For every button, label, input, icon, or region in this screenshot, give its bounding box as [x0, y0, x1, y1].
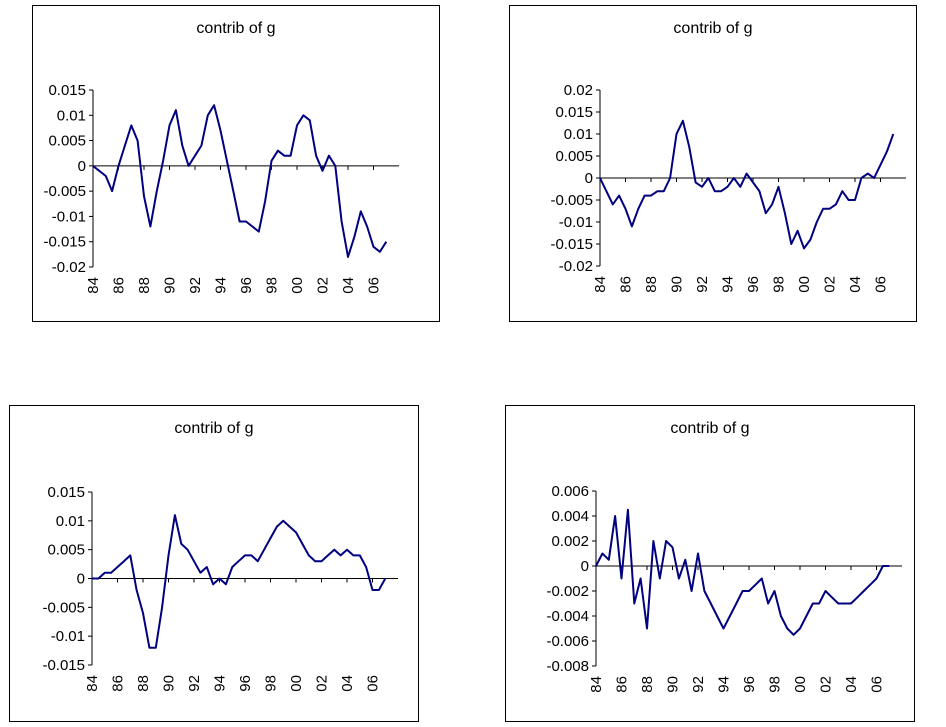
- chart-panel-1: contrib of g 0.015 0.01 0.005 0 -0.005 -0.01 -…: [32, 5, 440, 322]
- x-tick-label: 88: [135, 675, 152, 692]
- y-tick-label: -0.002: [546, 583, 589, 600]
- y-tick-label: -0.01: [559, 214, 593, 231]
- y-tick-label: -0.015: [43, 234, 86, 251]
- x-tick-label: 98: [767, 676, 784, 693]
- x-tick-label: 00: [288, 675, 305, 692]
- chart-title: contrib of g: [673, 20, 753, 37]
- x-tick-label: 92: [186, 675, 203, 692]
- y-tick-label: -0.015: [550, 236, 593, 253]
- x-tick-label: 02: [818, 676, 835, 693]
- x-tick-label: 86: [618, 276, 635, 293]
- y-tick-label: 0.015: [47, 484, 85, 501]
- x-tick-label: 86: [110, 675, 127, 692]
- y-tick-label: 0.006: [551, 483, 589, 500]
- y-tick-label: 0.005: [555, 148, 593, 165]
- series-line: [595, 508, 890, 636]
- y-tick-label: 0.015: [555, 104, 593, 121]
- x-tick-label: 96: [745, 276, 762, 293]
- x-tick-label: 02: [822, 276, 839, 293]
- y-tick-label: 0: [77, 571, 85, 588]
- x-tick-label: 98: [263, 675, 280, 692]
- y-tick-label: 0: [581, 558, 589, 575]
- chart-panel-3: contrib of g 0.015 0.01 0.005 0 -0.005 -0.01 -…: [9, 405, 419, 722]
- x-tick-label: 00: [792, 676, 809, 693]
- chart-title: contrib of g: [196, 20, 276, 37]
- x-tick-label: 98: [264, 277, 281, 294]
- x-tick-label: 94: [716, 676, 733, 693]
- y-tick-label: 0.002: [551, 533, 589, 550]
- x-tick-label: 88: [639, 676, 656, 693]
- series-line: [92, 514, 387, 649]
- series-line: [599, 119, 895, 250]
- x-tick-label: 84: [85, 277, 102, 294]
- x-tick-label: 96: [238, 277, 255, 294]
- x-tick-label: 04: [339, 675, 356, 692]
- chart-svg: 0.02 0.015 0.01 0.005 0 -0.005 -0.01 -0.015 -0.0…: [550, 82, 906, 293]
- x-tick-label: 98: [771, 276, 788, 293]
- x-tick-label: 92: [690, 676, 707, 693]
- y-tick-label: -0.01: [52, 208, 86, 225]
- x-tick-label: 02: [315, 277, 332, 294]
- x-tick-label: 04: [843, 676, 860, 693]
- y-tick-label: 0.01: [57, 107, 86, 124]
- y-tick-label: 0: [585, 170, 593, 187]
- x-tick-label: 94: [720, 276, 737, 293]
- chart-title: contrib of g: [670, 420, 750, 437]
- x-tick-label: 86: [614, 676, 631, 693]
- x-tick-label: 90: [669, 276, 686, 293]
- x-tick-label: 00: [796, 276, 813, 293]
- x-tick-label: 90: [162, 277, 179, 294]
- y-tick-label: -0.005: [42, 599, 85, 616]
- x-tick-label: 94: [212, 675, 229, 692]
- chart-panel-4: contrib of g 0.006 0.004 0.002 0 -0.002 -0.00…: [505, 405, 915, 722]
- x-tick-label: 94: [213, 277, 230, 294]
- y-tick-label: 0.02: [564, 82, 593, 99]
- x-tick-label: 06: [365, 675, 382, 692]
- x-tick-label: 06: [873, 276, 890, 293]
- x-tick-label: 90: [161, 675, 178, 692]
- x-tick-label: 00: [289, 277, 306, 294]
- x-tick-label: 06: [869, 676, 886, 693]
- y-tick-label: 0: [78, 158, 86, 175]
- y-tick-label: -0.02: [52, 259, 86, 276]
- x-tick-label: 92: [187, 277, 204, 294]
- y-tick-label: 0.01: [564, 126, 593, 143]
- y-tick-label: 0.005: [47, 542, 85, 559]
- chart-svg: 0.006 0.004 0.002 0 -0.002 -0.004 -0.006 -0.008…: [546, 483, 902, 693]
- x-tick-label: 96: [237, 675, 254, 692]
- x-tick-label: 84: [592, 276, 609, 293]
- chart-title: contrib of g: [174, 420, 254, 437]
- x-tick-label: 90: [665, 676, 682, 693]
- series-line: [92, 104, 388, 258]
- y-tick-label: -0.006: [546, 633, 589, 650]
- y-tick-label: -0.015: [42, 657, 85, 674]
- x-tick-label: 88: [136, 277, 153, 294]
- y-tick-label: -0.02: [559, 258, 593, 275]
- x-tick-label: 04: [340, 277, 357, 294]
- x-tick-label: 88: [643, 276, 660, 293]
- x-tick-label: 86: [111, 277, 128, 294]
- x-tick-label: 84: [588, 676, 605, 693]
- x-tick-label: 84: [84, 675, 101, 692]
- x-tick-label: 06: [366, 277, 383, 294]
- y-tick-label: -0.004: [546, 608, 589, 625]
- y-tick-label: 0.004: [551, 508, 589, 525]
- y-tick-label: -0.01: [51, 628, 85, 645]
- y-tick-label: 0.015: [48, 82, 86, 99]
- x-tick-label: 04: [847, 276, 864, 293]
- chart-panel-2: contrib of g 0.02 0.015 0.01 0.005 0 -0.005 -0…: [509, 5, 917, 322]
- y-tick-label: 0.01: [56, 513, 85, 530]
- y-tick-label: -0.005: [43, 183, 86, 200]
- y-tick-label: -0.008: [546, 658, 589, 675]
- y-tick-label: -0.005: [550, 192, 593, 209]
- x-tick-label: 92: [694, 276, 711, 293]
- y-tick-label: 0.005: [48, 133, 86, 150]
- x-tick-label: 02: [314, 675, 331, 692]
- x-tick-label: 96: [741, 676, 758, 693]
